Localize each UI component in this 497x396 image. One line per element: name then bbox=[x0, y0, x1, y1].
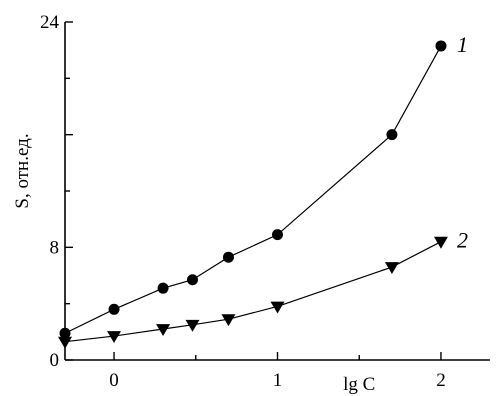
series-1-point bbox=[272, 229, 283, 241]
series-2-point bbox=[221, 314, 236, 327]
series-1-point bbox=[435, 40, 447, 52]
x-axis-label: lg C bbox=[343, 374, 375, 395]
series-1-point bbox=[222, 251, 234, 263]
series-2-point bbox=[107, 331, 122, 344]
series-1-point bbox=[108, 303, 120, 315]
x-tick-label: 2 bbox=[436, 370, 446, 391]
series-1-point bbox=[187, 274, 198, 286]
y-tick-label: 0 bbox=[50, 350, 60, 371]
plot-area bbox=[58, 40, 448, 349]
series-1-point bbox=[386, 129, 398, 141]
series-2-point bbox=[270, 301, 285, 314]
series-2-point bbox=[156, 324, 171, 337]
y-axis-label: S, отн.ед. bbox=[12, 133, 33, 208]
series-2-point bbox=[58, 336, 72, 349]
x-tick-label: 1 bbox=[273, 370, 283, 391]
series-1-line bbox=[64, 45, 442, 334]
series-1-point bbox=[59, 327, 71, 339]
series-2-point bbox=[433, 236, 448, 249]
chart-axes bbox=[64, 21, 490, 361]
series-2-label: 2 bbox=[457, 228, 468, 253]
series-2-point bbox=[384, 262, 399, 275]
x-tick-label: 0 bbox=[109, 370, 119, 391]
series-2-point bbox=[185, 319, 200, 332]
series-1-point bbox=[157, 282, 169, 294]
y-tick-label: 24 bbox=[40, 12, 60, 33]
chart-labels: 0 8 24 0 1 2 lg C S, отн.ед. 1 2 bbox=[12, 12, 468, 395]
series-2-line bbox=[64, 241, 442, 343]
series-1-label: 1 bbox=[457, 32, 468, 57]
y-tick-label: 8 bbox=[50, 237, 60, 258]
